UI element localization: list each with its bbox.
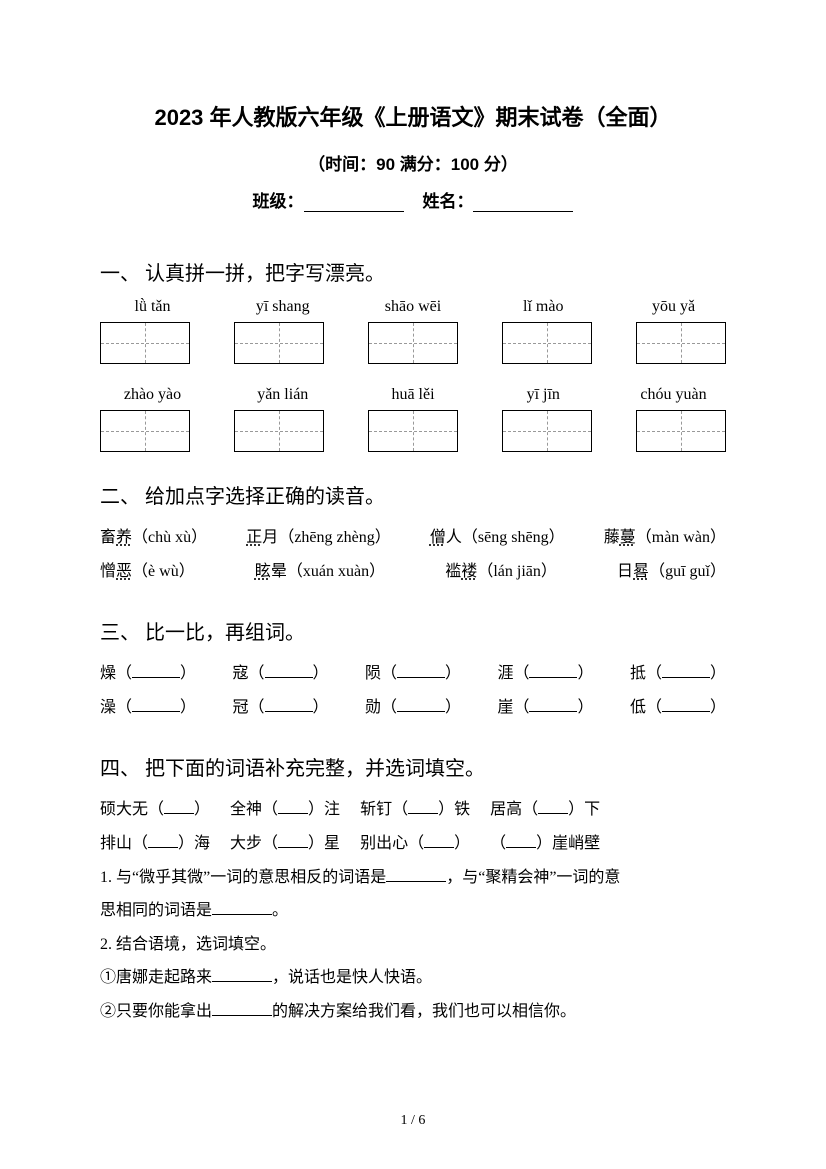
section-4-q2b: ②只要你能拿出的解决方案给我们看，我们也可以相信你。 bbox=[100, 995, 726, 1029]
pinyin-row-2: zhào yào yǎn lián huā lěi yī jīn chóu yu… bbox=[100, 386, 726, 404]
section-2-line-1: 畜养（chù xù） 正月（zhēng zhèng） 僧人（sēng shēng… bbox=[100, 521, 726, 555]
s3-item: 寇（） bbox=[232, 657, 328, 691]
section-3-heading: 三、 比一比，再组词。 bbox=[100, 616, 726, 645]
pinyin-cell: yǎn lián bbox=[230, 386, 335, 404]
s3-item: 燥（） bbox=[100, 657, 196, 691]
section-4-line-2: 排山（）海 大步（）星 别出心（） （）崖峭壁 bbox=[100, 827, 726, 861]
s3-item: 澡（） bbox=[100, 691, 196, 725]
blank[interactable] bbox=[424, 832, 454, 848]
char-box[interactable] bbox=[368, 322, 458, 364]
char-box[interactable] bbox=[368, 410, 458, 452]
blank[interactable] bbox=[132, 662, 180, 678]
section-4: 四、 把下面的词语补充完整，并选词填空。 硕大无（） 全神（）注 斩钉（）铁 居… bbox=[100, 752, 726, 1028]
section-1-heading: 一、 认真拼一拼，把字写漂亮。 bbox=[100, 257, 726, 286]
s3-item: 崖（） bbox=[497, 691, 593, 725]
s2-item: 憎恶（è wù） bbox=[100, 555, 195, 589]
pinyin-cell: yōu yǎ bbox=[621, 298, 726, 316]
name-blank[interactable] bbox=[473, 195, 573, 212]
char-box[interactable] bbox=[502, 410, 592, 452]
pinyin-cell: yī jīn bbox=[491, 386, 596, 404]
pinyin-cell: lǐ mào bbox=[491, 298, 596, 316]
section-3: 三、 比一比，再组词。 燥（） 寇（） 陨（） 涯（） 抵（） 澡（） 冠（） … bbox=[100, 616, 726, 724]
blank[interactable] bbox=[148, 832, 178, 848]
s2-item: 正月（zhēng zhèng） bbox=[246, 521, 390, 555]
char-box[interactable] bbox=[636, 410, 726, 452]
s3-item: 涯（） bbox=[497, 657, 593, 691]
s3-item: 低（） bbox=[630, 691, 726, 725]
page-subtitle: （时间：90 满分：100 分） bbox=[100, 150, 726, 175]
pinyin-cell: lǜ tǎn bbox=[100, 298, 205, 316]
char-box[interactable] bbox=[100, 322, 190, 364]
section-4-heading: 四、 把下面的词语补充完整，并选词填空。 bbox=[100, 752, 726, 781]
box-row-2 bbox=[100, 410, 726, 452]
blank[interactable] bbox=[397, 662, 445, 678]
s3-item: 勋（） bbox=[365, 691, 461, 725]
pinyin-cell: zhào yào bbox=[100, 386, 205, 404]
s2-item: 褴褛（lán jiān） bbox=[445, 555, 557, 589]
char-box[interactable] bbox=[234, 322, 324, 364]
blank[interactable] bbox=[506, 832, 536, 848]
section-4-line-1: 硕大无（） 全神（）注 斩钉（）铁 居高（）下 bbox=[100, 793, 726, 827]
page-title: 2023 年人教版六年级《上册语文》期末试卷（全面） bbox=[100, 100, 726, 132]
class-blank[interactable] bbox=[304, 195, 404, 212]
char-box[interactable] bbox=[234, 410, 324, 452]
pinyin-cell: huā lěi bbox=[361, 386, 466, 404]
page-footer: 1 / 6 bbox=[0, 1113, 826, 1129]
blank[interactable] bbox=[397, 696, 445, 712]
section-3-line-1: 燥（） 寇（） 陨（） 涯（） 抵（） bbox=[100, 657, 726, 691]
blank[interactable] bbox=[265, 696, 313, 712]
section-2: 二、 给加点字选择正确的读音。 畜养（chù xù） 正月（zhēng zhèn… bbox=[100, 480, 726, 588]
section-3-line-2: 澡（） 冠（） 勋（） 崖（） 低（） bbox=[100, 691, 726, 725]
s2-item: 藤蔓（màn wàn） bbox=[604, 521, 726, 555]
blank[interactable] bbox=[538, 798, 568, 814]
section-4-q2a: ①唐娜走起路来，说话也是快人快语。 bbox=[100, 961, 726, 995]
section-4-q1-cont: 思相同的词语是。 bbox=[100, 894, 726, 928]
blank[interactable] bbox=[278, 832, 308, 848]
blank[interactable] bbox=[662, 662, 710, 678]
section-4-q2: 2. 结合语境，选词填空。 bbox=[100, 928, 726, 962]
s2-item: 日晷（guī guǐ） bbox=[617, 555, 726, 589]
s2-item: 畜养（chù xù） bbox=[100, 521, 207, 555]
blank[interactable] bbox=[529, 696, 577, 712]
blank[interactable] bbox=[408, 798, 438, 814]
section-2-line-2: 憎恶（è wù） 眩晕（xuán xuàn） 褴褛（lán jiān） 日晷（g… bbox=[100, 555, 726, 589]
blank[interactable] bbox=[164, 798, 194, 814]
section-4-q1: 1. 与“微乎其微”一词的意思相反的词语是，与“聚精会神”一词的意 bbox=[100, 861, 726, 895]
box-row-1 bbox=[100, 322, 726, 364]
char-box[interactable] bbox=[100, 410, 190, 452]
section-1: 一、 认真拼一拼，把字写漂亮。 lǜ tǎn yī shang shāo wēi… bbox=[100, 257, 726, 452]
info-line: 班级： 姓名： bbox=[100, 187, 726, 212]
exam-page: 2023 年人教版六年级《上册语文》期末试卷（全面） （时间：90 满分：100… bbox=[0, 0, 826, 1169]
s3-item: 陨（） bbox=[365, 657, 461, 691]
pinyin-cell: yī shang bbox=[230, 298, 335, 316]
blank[interactable] bbox=[132, 696, 180, 712]
s3-item: 冠（） bbox=[232, 691, 328, 725]
blank[interactable] bbox=[212, 1000, 272, 1016]
char-box[interactable] bbox=[636, 322, 726, 364]
section-2-heading: 二、 给加点字选择正确的读音。 bbox=[100, 480, 726, 509]
blank[interactable] bbox=[386, 866, 446, 882]
pinyin-cell: chóu yuàn bbox=[621, 386, 726, 404]
class-label: 班级： bbox=[253, 192, 304, 211]
s2-item: 眩晕（xuán xuàn） bbox=[255, 555, 385, 589]
s2-item: 僧人（sēng shēng） bbox=[430, 521, 565, 555]
blank[interactable] bbox=[212, 899, 272, 915]
blank[interactable] bbox=[212, 966, 272, 982]
char-box[interactable] bbox=[502, 322, 592, 364]
pinyin-row-1: lǜ tǎn yī shang shāo wēi lǐ mào yōu yǎ bbox=[100, 298, 726, 316]
s3-item: 抵（） bbox=[630, 657, 726, 691]
blank[interactable] bbox=[265, 662, 313, 678]
name-label: 姓名： bbox=[422, 192, 473, 211]
blank[interactable] bbox=[529, 662, 577, 678]
blank[interactable] bbox=[278, 798, 308, 814]
blank[interactable] bbox=[662, 696, 710, 712]
pinyin-cell: shāo wēi bbox=[361, 298, 466, 316]
